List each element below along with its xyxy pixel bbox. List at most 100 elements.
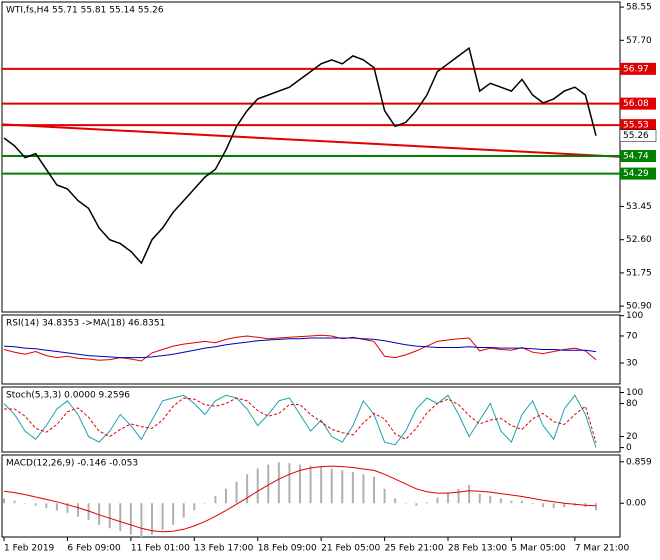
y-tick-label: 0.00 [626, 499, 646, 509]
histogram-bar [24, 503, 27, 504]
y-tick-label: 100 [626, 311, 643, 321]
histogram-bar [351, 471, 354, 504]
histogram-bar [595, 503, 597, 511]
histogram-bar [129, 503, 132, 535]
histogram-bar [457, 488, 460, 504]
histogram-bar [225, 488, 227, 504]
y-tick-label: 0.859 [626, 457, 652, 467]
histogram-bar [235, 481, 238, 504]
y-tick-label: 0 [626, 443, 632, 453]
x-tick-label: 21 Feb 05:00 [321, 544, 380, 554]
histogram-bar [246, 474, 249, 504]
y-tick-label: 52.60 [626, 235, 652, 245]
histogram-bar [87, 503, 90, 521]
histogram-bar [3, 498, 5, 504]
x-tick-label: 18 Feb 09:00 [258, 544, 317, 554]
x-tick-label: 6 Feb 09:00 [67, 544, 121, 554]
series-line [4, 397, 597, 443]
histogram-bar [425, 502, 428, 504]
histogram-bar [394, 498, 397, 504]
histogram-bar [499, 498, 502, 504]
histogram-bar [383, 488, 386, 504]
x-tick-label: 13 Feb 17:00 [194, 544, 253, 554]
level-label-box [620, 167, 656, 180]
histogram-bar [447, 492, 449, 504]
histogram-bar [478, 493, 481, 504]
histogram-bar [119, 503, 122, 532]
histogram-bar [489, 496, 492, 504]
panel-title: RSI(14) 34.8353 ->MA(18) 46.8351 [6, 319, 165, 329]
y-tick-label: 30 [626, 359, 638, 369]
x-tick-label: 7 Mar 21:00 [575, 544, 630, 554]
histogram-bar [468, 484, 471, 504]
histogram-bar [161, 503, 164, 530]
histogram-bar [45, 503, 48, 509]
y-tick-label: 70 [626, 331, 638, 341]
histogram-bar [13, 500, 16, 504]
series-line [3, 465, 597, 533]
level-label-box [620, 62, 656, 75]
y-tick-label: 100 [626, 388, 643, 398]
histogram-bar [404, 503, 407, 504]
y-tick-label: 53.45 [626, 202, 652, 212]
histogram-bar [140, 503, 143, 537]
histogram-bar [151, 503, 153, 535]
histogram-bar [563, 503, 566, 508]
histogram-bar [203, 503, 206, 504]
histogram-bar [34, 503, 37, 506]
x-tick-label: 5 Mar 05:00 [511, 544, 566, 554]
histogram-bar [108, 503, 111, 529]
histogram-bar [256, 468, 259, 504]
level-label-box [620, 97, 656, 110]
y-tick-label: 20 [626, 432, 638, 442]
histogram-bar [552, 503, 555, 509]
x-tick-label: 28 Feb 13:00 [448, 544, 507, 554]
panel-title: MACD(12,26,9) -0.146 -0.053 [6, 459, 138, 469]
histogram-bar [373, 476, 375, 504]
level-label-box [620, 119, 656, 132]
level-label: 56.08 [623, 99, 649, 109]
y-tick-label: 51.75 [626, 268, 652, 278]
last-price-label: 55.26 [623, 131, 649, 141]
histogram-bar [277, 462, 280, 504]
histogram-bar [320, 467, 323, 504]
x-tick-label: 1 Feb 2019 [4, 544, 55, 554]
y-tick-label: 50.90 [626, 302, 652, 312]
series-line [3, 337, 597, 359]
histogram-bar [436, 497, 439, 504]
trendline [1, 123, 621, 158]
histogram-bar [55, 503, 58, 511]
x-tick-label: 11 Feb 01:00 [131, 544, 190, 554]
panel-title: WTI,fs,H4 55.71 55.81 55.14 55.26 [6, 6, 164, 16]
histogram-bar [510, 500, 513, 504]
histogram-bar [214, 496, 217, 504]
level-label: 56.97 [623, 64, 649, 74]
panel-title: Stoch(5,3,3) 0.0000 9.2596 [6, 391, 130, 401]
y-tick-label: 58.55 [626, 3, 652, 13]
histogram-bar [521, 500, 523, 504]
level-label: 54.74 [623, 152, 649, 162]
x-tick-label: 25 Feb 21:00 [385, 544, 444, 554]
level-label: 55.53 [623, 121, 649, 131]
histogram-bar [288, 463, 291, 504]
histogram-bar [267, 464, 270, 504]
series-line [3, 394, 597, 448]
histogram-bar [182, 503, 185, 518]
y-tick-label: 57.70 [626, 36, 652, 46]
histogram-bar [531, 503, 534, 505]
series-line [3, 334, 597, 362]
histogram-bar [542, 503, 545, 508]
histogram-bar [415, 503, 418, 506]
series-line [3, 46, 597, 265]
level-label: 54.29 [623, 169, 649, 179]
last-price-box [619, 129, 657, 142]
histogram-bar [299, 464, 301, 504]
histogram-bar [77, 503, 79, 517]
histogram-bar [341, 470, 344, 504]
histogram-bar [330, 468, 333, 504]
histogram-bar [309, 465, 312, 504]
histogram-bar [193, 503, 196, 511]
histogram-bar [172, 503, 175, 525]
